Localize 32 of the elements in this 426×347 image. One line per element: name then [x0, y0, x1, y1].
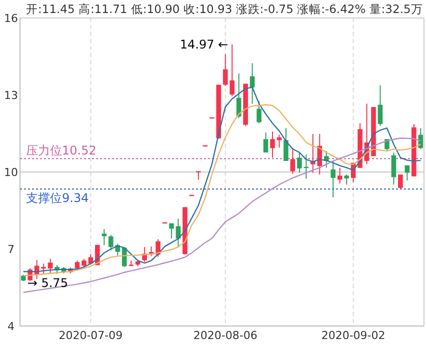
candlestick — [330, 160, 336, 198]
candlestick — [297, 152, 302, 174]
y-tick-label: 4 — [8, 320, 14, 333]
candlestick — [48, 258, 53, 274]
candlestick — [398, 174, 403, 190]
ref-line-label: 压力位10.52 — [26, 144, 96, 158]
candlestick — [290, 148, 296, 174]
annotation: 14.97 ← — [180, 37, 228, 52]
y-tick-label: 16 — [4, 12, 18, 25]
candlestick — [378, 84, 383, 126]
candlestick — [41, 263, 46, 274]
candlestick — [102, 228, 107, 246]
candlestick — [404, 164, 410, 181]
candlestick — [384, 138, 390, 152]
y-tick-label: 10 — [4, 166, 18, 179]
y-tick-label: 13 — [4, 89, 18, 102]
candlestick — [284, 128, 288, 162]
candlestick — [418, 128, 424, 150]
candlestick — [256, 100, 262, 124]
x-tick-label: 2020-07-09 — [58, 329, 123, 342]
candlestick — [263, 132, 268, 153]
x-tick-label: 2020-09-02 — [321, 329, 386, 342]
candlestick — [337, 167, 342, 184]
x-tick-label: 2020-08-06 — [193, 329, 258, 342]
candlestick — [270, 130, 275, 158]
annotation: → 5.75 — [27, 276, 68, 290]
candlestick — [344, 174, 349, 186]
candlestick — [169, 222, 174, 239]
candlestick — [391, 152, 396, 186]
chart-title: 开:11.45 高:11.71 低:10.90 收:10.93 涨跌:-0.75 涨幅:-6.42% 量:32.5万 — [26, 2, 423, 16]
y-tick-label: 7 — [8, 243, 14, 256]
ref-line-label: 支撑位9.34 — [26, 190, 89, 205]
